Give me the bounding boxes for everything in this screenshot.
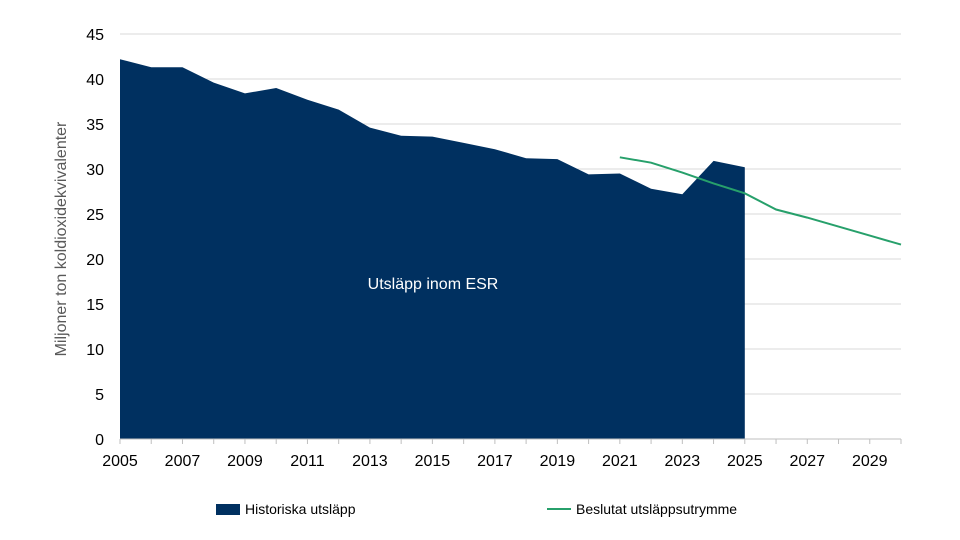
x-tick-label: 2011 bbox=[290, 453, 325, 470]
y-tick-label: 10 bbox=[86, 342, 104, 359]
x-tick-label: 2021 bbox=[602, 453, 638, 470]
y-axis-label: Miljoner ton koldioxidekvivalenter bbox=[53, 121, 70, 356]
x-tick-label: 2019 bbox=[540, 453, 576, 470]
x-tick-label: 2013 bbox=[352, 453, 388, 470]
y-tick-labels: 0 5 10 15 20 25 30 35 40 45 bbox=[86, 27, 104, 449]
y-tick-label: 45 bbox=[86, 27, 104, 44]
x-tick-label: 2023 bbox=[665, 453, 701, 470]
area-layer bbox=[120, 59, 745, 439]
x-tick-label: 2015 bbox=[415, 453, 451, 470]
x-tick-labels: 2005 2007 2009 2011 2013 2015 2017 2019 2021 2023… bbox=[102, 453, 887, 470]
legend-label-historiska-utslapp: Historiska utsläpp bbox=[245, 501, 356, 517]
x-tick-label: 2025 bbox=[727, 453, 763, 470]
y-tick-label: 30 bbox=[86, 162, 104, 179]
axes bbox=[119, 438, 902, 444]
x-tick-label: 2005 bbox=[102, 453, 138, 470]
x-tick-label: 2009 bbox=[227, 453, 263, 470]
y-tick-label: 0 bbox=[95, 432, 104, 449]
legend-swatch-historiska-utslapp bbox=[216, 504, 240, 515]
area-historiska-utslapp bbox=[120, 59, 745, 439]
line-layer bbox=[619, 156, 902, 246]
legend-label-beslutat-utslappsutrymme: Beslutat utsläppsutrymme bbox=[576, 501, 737, 517]
x-tick-label: 2017 bbox=[477, 453, 513, 470]
x-tick-label: 2027 bbox=[789, 453, 825, 470]
y-tick-label: 35 bbox=[86, 117, 104, 134]
area-annotation: Utsläpp inom ESR bbox=[368, 276, 499, 293]
y-tick-label: 15 bbox=[86, 297, 104, 314]
x-tick-label: 2029 bbox=[852, 453, 888, 470]
line-beslutat-utslappsutrymme bbox=[619, 156, 902, 246]
x-tick-label: 2007 bbox=[165, 453, 201, 470]
y-tick-label: 5 bbox=[95, 387, 104, 404]
y-tick-label: 40 bbox=[86, 72, 104, 89]
y-tick-label: 25 bbox=[86, 207, 104, 224]
y-tick-label: 20 bbox=[86, 252, 104, 269]
legend: Historiska utsläpp Beslutat utsläppsutry… bbox=[216, 501, 737, 517]
